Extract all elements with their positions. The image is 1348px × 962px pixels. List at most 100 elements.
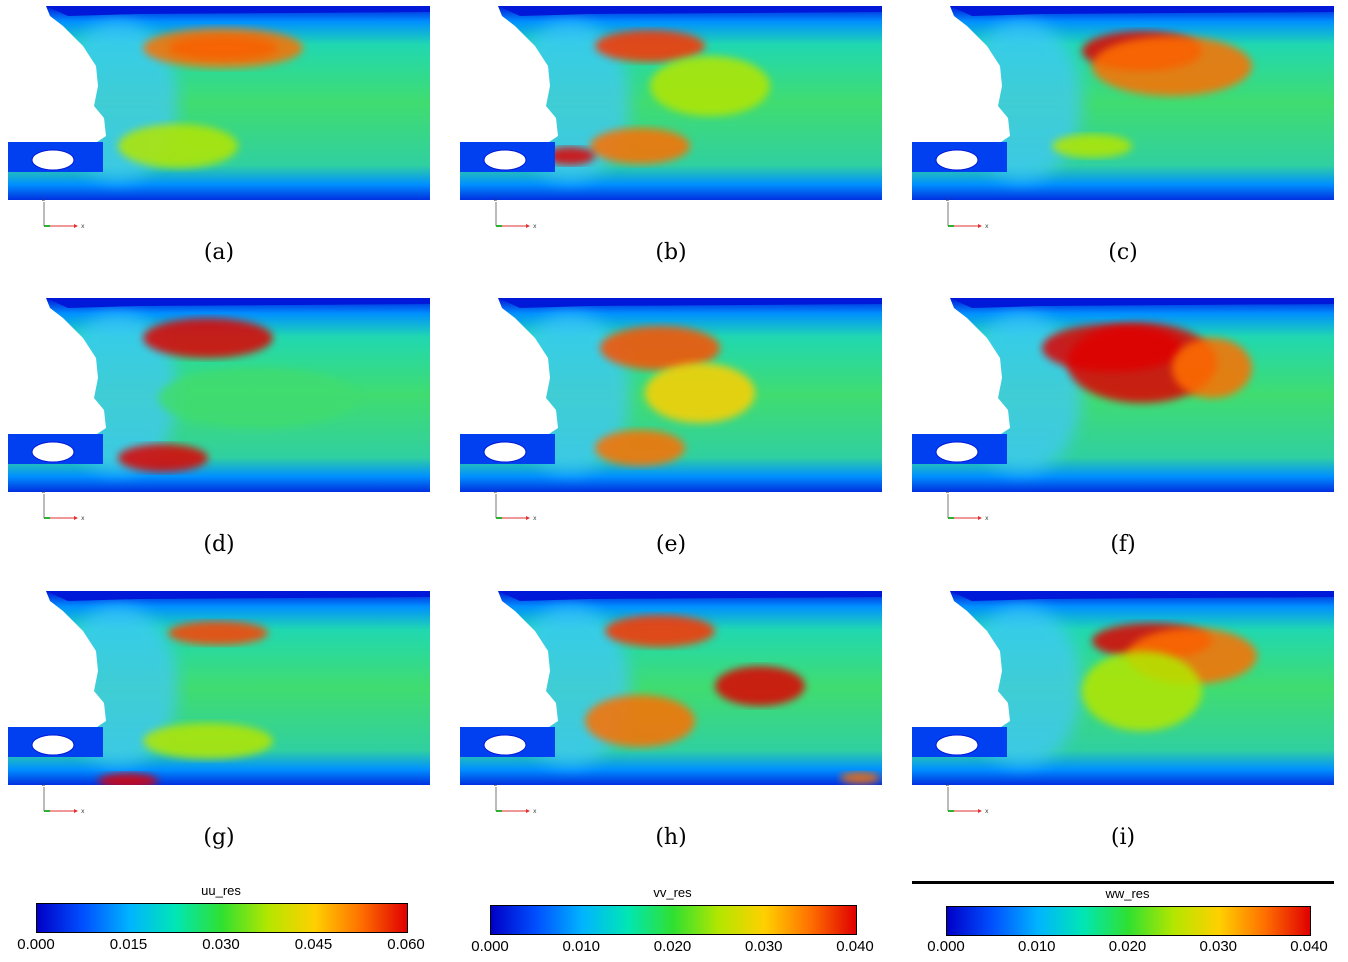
colorbar-tick-label: 0.000 <box>927 938 965 955</box>
obstacle-body <box>912 591 1010 731</box>
z-axis-label: z <box>946 490 949 495</box>
fluctuation-hotspot <box>98 773 158 785</box>
z-axis-label: z <box>494 198 497 203</box>
x-axis-arrow <box>526 809 530 813</box>
x-axis-arrow <box>978 516 982 520</box>
colorbar-separator-line <box>912 881 1334 884</box>
z-axis-label: z <box>42 490 45 495</box>
colorbar-tick-label: 0.040 <box>836 938 874 955</box>
contour-field-h <box>460 591 882 785</box>
cylinder <box>935 441 979 463</box>
contour-field-a <box>8 6 430 200</box>
x-axis-arrow <box>526 516 530 520</box>
fluctuation-hotspot <box>645 363 755 423</box>
contour-field-f <box>912 298 1334 492</box>
axes-triad: xz <box>42 783 85 815</box>
axes-triad: xz <box>494 198 537 230</box>
panel-caption-b: (b) <box>655 240 687 265</box>
fluctuation-hotspot <box>143 28 303 68</box>
colorbar-tick-label: 0.015 <box>109 936 148 953</box>
upper-wall <box>460 591 882 601</box>
cylinder <box>483 441 527 463</box>
fluctuation-hotspot <box>545 147 595 165</box>
axes-triad: xz <box>494 783 537 815</box>
x-axis-arrow <box>526 224 530 228</box>
contour-field-c <box>912 6 1334 200</box>
contour-field-g <box>8 591 430 785</box>
panel-caption-h: (h) <box>655 825 687 850</box>
fluctuation-hotspot <box>585 695 695 747</box>
z-axis-label: z <box>946 198 949 203</box>
colorbar-tick-label: 0.030 <box>1199 938 1238 955</box>
x-axis-arrow <box>74 809 78 813</box>
axes-triad: xz <box>42 490 85 522</box>
upper-wall <box>460 298 882 308</box>
upper-wall <box>8 6 430 16</box>
colorbar-title-3: ww_res <box>1105 886 1150 901</box>
contour-field-e <box>460 298 882 492</box>
upper-wall <box>912 298 1334 308</box>
x-axis-arrow <box>74 516 78 520</box>
fluctuation-hotspot <box>1092 36 1252 96</box>
colorbar-tick-label: 0.060 <box>387 936 425 953</box>
axes-triad: xz <box>946 490 989 522</box>
obstacle-body <box>460 6 558 146</box>
x-axis-label: x <box>533 223 537 230</box>
z-axis-label: z <box>42 783 45 788</box>
cylinder <box>483 149 527 171</box>
z-axis-label: z <box>494 783 497 788</box>
colorbar-gradient-2 <box>490 905 857 935</box>
fluctuation-hotspot <box>118 444 208 472</box>
colorbar-tick-label: 0.020 <box>1108 938 1147 955</box>
z-axis-label: z <box>946 783 949 788</box>
panel-caption-i: (i) <box>1110 825 1136 850</box>
colorbar-tick-label: 0.000 <box>471 938 509 955</box>
cylinder <box>935 734 979 756</box>
fluctuation-hotspot <box>840 772 880 784</box>
fluctuation-hotspot <box>1172 338 1252 398</box>
obstacle-body <box>8 298 106 438</box>
cylinder <box>483 734 527 756</box>
fluctuation-hotspot <box>1082 651 1202 731</box>
x-axis-arrow <box>978 809 982 813</box>
x-axis-label: x <box>81 515 85 522</box>
colorbar-title-1: uu_res <box>201 883 241 898</box>
colorbar-gradient-1 <box>36 903 408 933</box>
colorbar-tick-label: 0.000 <box>17 936 55 953</box>
panel-caption-e: (e) <box>655 532 687 557</box>
contour-field-i <box>912 591 1334 785</box>
axes-triad: xz <box>494 490 537 522</box>
x-axis-arrow <box>74 224 78 228</box>
fluctuation-hotspot <box>118 124 238 168</box>
colorbar-tick-label: 0.010 <box>1017 938 1056 955</box>
fluctuation-hotspot <box>605 615 715 647</box>
upper-wall <box>912 6 1334 16</box>
x-axis-label: x <box>81 808 85 815</box>
fluctuation-hotspot <box>590 128 690 164</box>
colorbar-tick-label: 0.010 <box>562 938 601 955</box>
colorbar-tick-label: 0.030 <box>202 936 240 953</box>
obstacle-body <box>912 6 1010 146</box>
obstacle-body <box>460 591 558 731</box>
colorbar-tick-label: 0.020 <box>653 938 692 955</box>
axes-triad: xz <box>946 783 989 815</box>
axes-triad: xz <box>946 198 989 230</box>
fluctuation-hotspot <box>595 430 685 466</box>
upper-wall <box>8 591 430 601</box>
colorbar-gradient-3 <box>946 906 1311 936</box>
upper-wall <box>460 6 882 16</box>
panel-caption-f: (f) <box>1110 532 1136 557</box>
colorbar-tick-label: 0.040 <box>1290 938 1328 955</box>
x-axis-label: x <box>533 515 537 522</box>
panel-caption-a: (a) <box>203 240 235 265</box>
fluctuation-hotspot <box>143 318 273 358</box>
obstacle-body <box>8 6 106 146</box>
fluctuation-hotspot <box>650 56 770 116</box>
fluctuation-hotspot <box>168 621 268 645</box>
x-axis-label: x <box>985 223 989 230</box>
panel-caption-c: (c) <box>1108 240 1138 265</box>
contour-field-d <box>8 298 430 492</box>
